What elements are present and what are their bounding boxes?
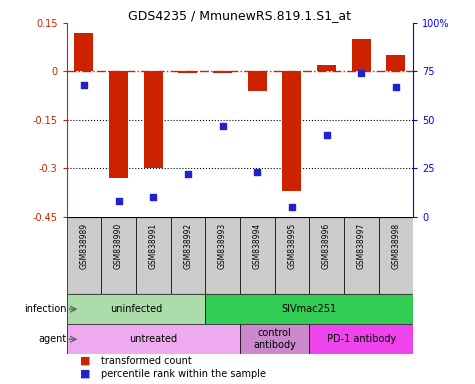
Text: GSM838992: GSM838992 <box>183 223 192 269</box>
Title: GDS4235 / MmunewRS.819.1.S1_at: GDS4235 / MmunewRS.819.1.S1_at <box>128 9 352 22</box>
Point <box>115 198 123 204</box>
Bar <box>344 217 379 294</box>
Bar <box>275 217 309 294</box>
Bar <box>136 217 171 294</box>
Text: percentile rank within the sample: percentile rank within the sample <box>101 369 266 379</box>
Point <box>288 204 295 210</box>
Point <box>392 84 400 90</box>
Point <box>254 169 261 175</box>
Text: GSM838994: GSM838994 <box>253 223 262 269</box>
Text: GSM838997: GSM838997 <box>357 223 366 269</box>
Text: control
antibody: control antibody <box>253 328 296 350</box>
Bar <box>66 324 240 354</box>
Text: GSM838998: GSM838998 <box>391 223 400 269</box>
Text: GSM838995: GSM838995 <box>287 223 296 269</box>
Point <box>149 194 157 200</box>
Text: GSM838990: GSM838990 <box>114 223 123 269</box>
Text: agent: agent <box>38 334 66 344</box>
Bar <box>240 217 275 294</box>
Text: infection: infection <box>24 304 67 314</box>
Bar <box>386 55 406 71</box>
Bar <box>74 33 94 71</box>
Text: GSM838993: GSM838993 <box>218 223 227 269</box>
Text: PD-1 antibody: PD-1 antibody <box>327 334 396 344</box>
Point <box>323 132 331 138</box>
Point <box>184 171 192 177</box>
Bar <box>240 324 309 354</box>
Bar <box>213 71 232 73</box>
Bar <box>101 217 136 294</box>
Bar <box>205 294 413 324</box>
Bar <box>66 294 205 324</box>
Text: untreated: untreated <box>129 334 177 344</box>
Bar <box>317 65 336 71</box>
Bar <box>352 39 371 71</box>
Text: SIVmac251: SIVmac251 <box>282 304 337 314</box>
Text: GSM838989: GSM838989 <box>79 223 88 269</box>
Bar <box>109 71 128 178</box>
Bar <box>309 217 344 294</box>
Text: transformed count: transformed count <box>101 356 192 366</box>
Bar <box>205 217 240 294</box>
Text: GSM838996: GSM838996 <box>322 223 331 269</box>
Text: ■: ■ <box>80 369 91 379</box>
Bar <box>178 71 198 73</box>
Bar <box>282 71 302 191</box>
Text: GSM838991: GSM838991 <box>149 223 158 269</box>
Point <box>358 70 365 76</box>
Bar <box>66 217 101 294</box>
Point <box>218 122 227 129</box>
Bar <box>171 217 205 294</box>
Text: ■: ■ <box>80 356 91 366</box>
Bar <box>379 217 413 294</box>
Text: uninfected: uninfected <box>110 304 162 314</box>
Bar <box>247 71 267 91</box>
Point <box>80 82 88 88</box>
Bar <box>143 71 163 168</box>
Bar <box>309 324 413 354</box>
